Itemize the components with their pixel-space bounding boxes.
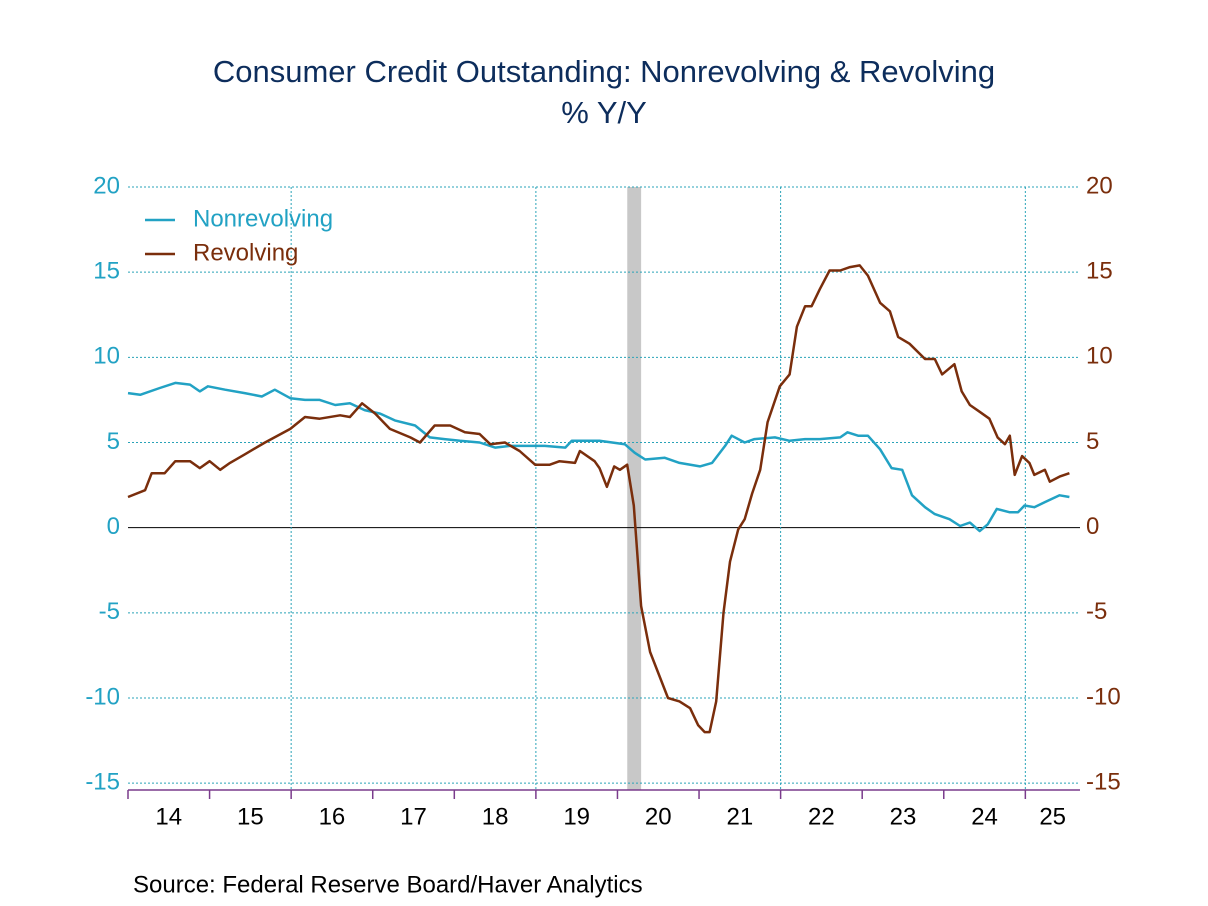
y-tick-label: 15 xyxy=(93,258,120,285)
x-tick-label: 21 xyxy=(726,803,753,830)
y2-tick-label: -15 xyxy=(1086,769,1121,796)
y2-tick-label: 20 xyxy=(1086,172,1113,199)
x-tick-label: 24 xyxy=(971,803,998,830)
y-tick-label: 10 xyxy=(93,343,120,370)
y2-tick-label: 15 xyxy=(1086,258,1113,285)
recession-band xyxy=(627,187,642,790)
y-tick-label: -15 xyxy=(85,769,120,796)
y2-tick-label: -10 xyxy=(1086,683,1121,710)
y-tick-label: 20 xyxy=(93,172,120,199)
x-tick-label: 23 xyxy=(890,803,917,830)
series-line xyxy=(127,264,1070,734)
x-tick-label: 18 xyxy=(482,803,509,830)
x-tick-label: 14 xyxy=(155,803,182,830)
legend-label: Nonrevolving xyxy=(193,205,333,232)
x-tick-label: 22 xyxy=(808,803,835,830)
x-tick-label: 16 xyxy=(319,803,346,830)
y-tick-label: -10 xyxy=(85,683,120,710)
y-tick-label: 0 xyxy=(107,513,120,540)
x-tick-label: 20 xyxy=(645,803,672,830)
y-tick-label: 5 xyxy=(107,428,120,455)
y-tick-label: -5 xyxy=(99,598,120,625)
x-tick-label: 19 xyxy=(563,803,590,830)
x-tick-label: 15 xyxy=(237,803,264,830)
chart-subtitle: % Y/Y xyxy=(561,95,647,130)
y2-tick-label: 5 xyxy=(1086,428,1099,455)
series-line xyxy=(127,381,1070,533)
chart-title: Consumer Credit Outstanding: Nonrevolvin… xyxy=(213,54,995,89)
y2-tick-label: 10 xyxy=(1086,343,1113,370)
y2-tick-label: -5 xyxy=(1086,598,1107,625)
x-tick-label: 17 xyxy=(400,803,427,830)
y2-tick-label: 0 xyxy=(1086,513,1099,540)
legend-label: Revolving xyxy=(193,239,298,266)
source-note: Source: Federal Reserve Board/Haver Anal… xyxy=(133,871,643,898)
x-tick-label: 25 xyxy=(1039,803,1066,830)
